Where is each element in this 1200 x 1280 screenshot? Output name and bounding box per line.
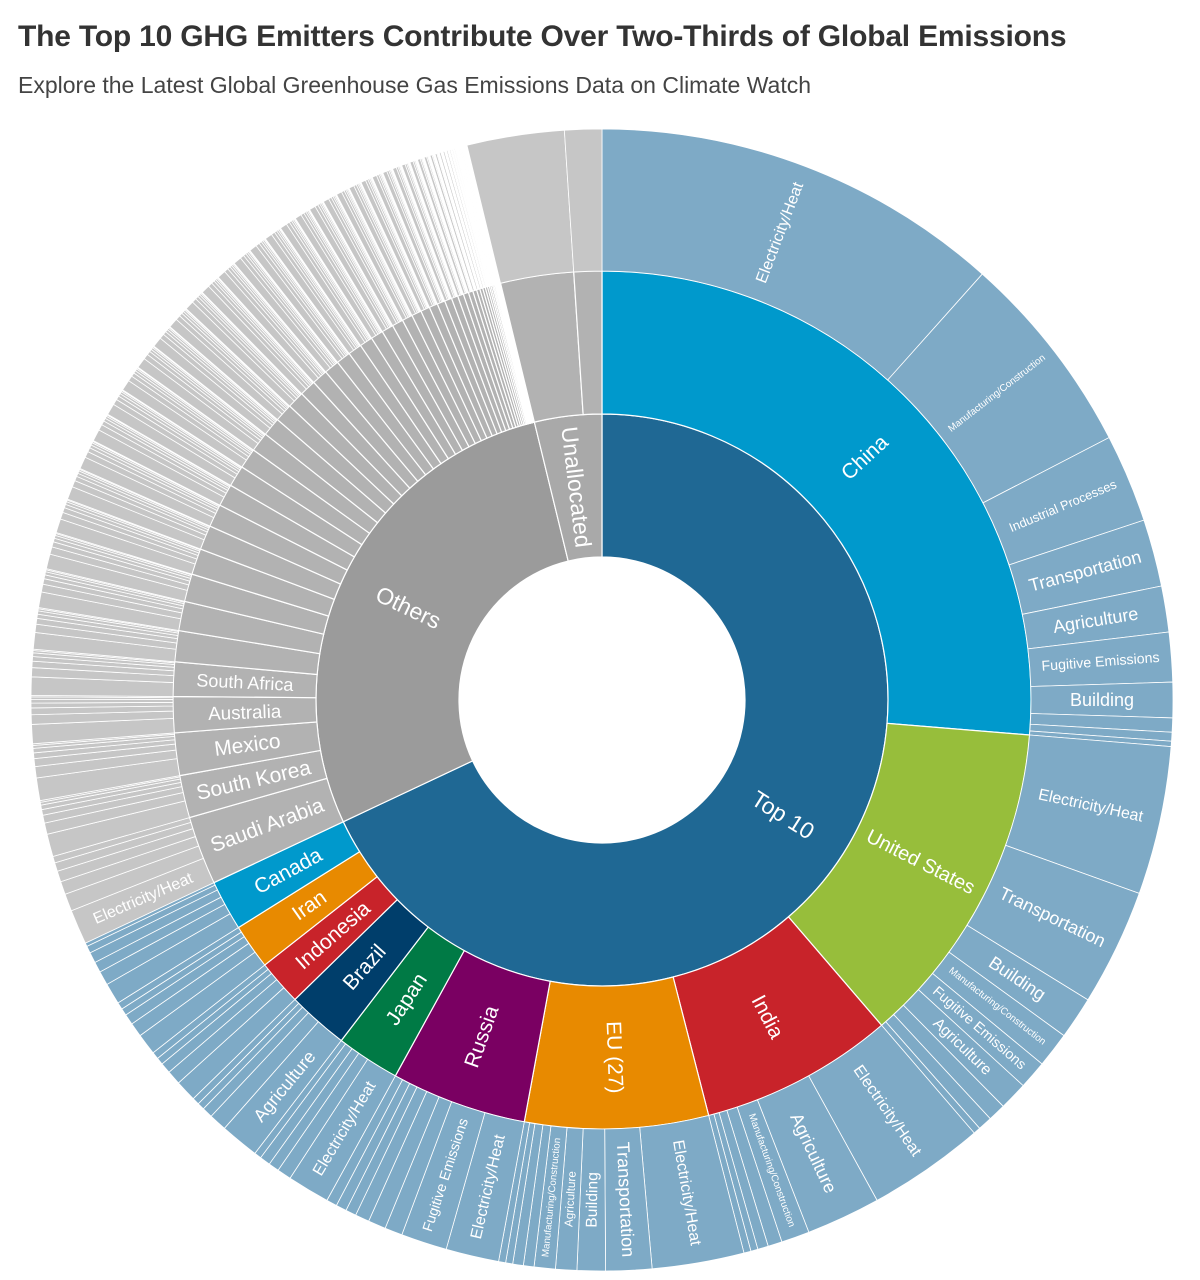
sector-label: Agriculture [562, 1171, 578, 1228]
country-label: South Africa [196, 670, 295, 695]
country-label: EU (27) [602, 1021, 627, 1094]
chart-title: The Top 10 GHG Emitters Contribute Over … [18, 20, 1067, 53]
country-label: Australia [208, 701, 282, 725]
chart-subtitle: Explore the Latest Global Greenhouse Gas… [18, 72, 812, 98]
sector-label: Building [1070, 690, 1134, 710]
sector-segment [30, 698, 174, 704]
sector-segment [563, 128, 603, 273]
sector-label: Building [584, 1172, 602, 1228]
